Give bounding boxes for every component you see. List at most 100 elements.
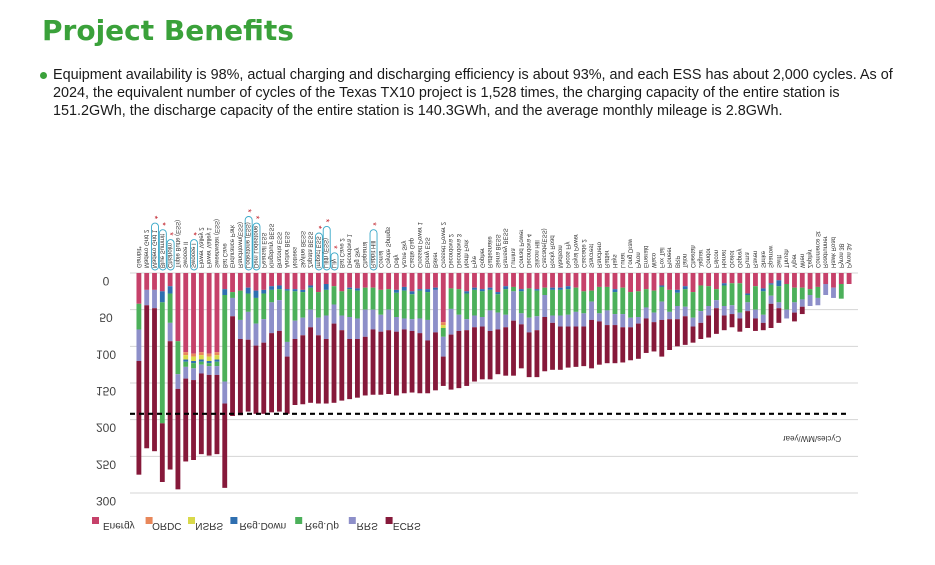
bar-segment-ecrs [456,330,462,389]
site-label-text: Anchor BESS [283,231,289,268]
bar-segment-energy [643,273,649,290]
site-label-text: Dem Lodestone [252,225,258,268]
bar-segment-regdown [612,289,618,293]
legend-label: ORDC [152,520,181,531]
bar-segment-energy [620,273,626,288]
bar-segment-ecrs [331,323,337,403]
bar-segment-rrs [799,299,805,307]
site-label: Zapata BESS [307,232,313,268]
bar-segment-rrs [323,315,329,339]
bar-segment-ecrs [612,325,618,364]
site-label-text: Sweetwater (ESS) [213,219,219,268]
site-label-text: Rattler [603,250,609,268]
bar-segment-regup [526,288,532,318]
site-label-text: Hawk Road [829,237,835,268]
bar-segment-energy [440,273,446,323]
bar-segment-regdown [409,291,415,295]
legend-item: Reg.Up [305,520,339,531]
bar-segment-regup [425,292,431,320]
bar-segment-rrs [729,305,735,315]
legend-label: Reg.Down [239,520,286,531]
site-label-text: Ebony ESS [424,237,430,268]
bar-segment-energy [557,273,563,288]
site-label-text: Ranchero [595,241,601,268]
bar-segment-regup [417,290,423,319]
bar-segment-ecrs [511,320,516,376]
bar-segment-regdown [518,289,524,292]
bar-segment-energy [198,273,204,353]
bar-segment-ecrs [534,330,540,378]
bar-segment-energy [276,273,282,286]
bar-segment-ecrs [729,314,735,328]
bar-segment-rrs [370,309,376,330]
bar-segment-rrs [479,317,485,327]
bar-segment-ecrs [768,303,774,328]
bar-segment-regup [706,286,712,306]
site-label-text: Rabbit Hill [369,241,375,268]
bar-segment-rrs [245,311,251,340]
bar-segment-regup [464,293,470,320]
site-label: Azure Sky [400,241,406,268]
site-label: Anchor BESS [283,231,289,268]
bar-segment-energy [651,273,657,291]
bar-segment-energy [253,273,259,291]
bar-segment-regup [745,295,751,303]
site-label: Swift [775,255,781,268]
bar-segment-regup [448,288,454,309]
bar-segment-ordc [440,322,446,326]
bar-segment-regdown [464,291,470,294]
bar-segment-energy [815,273,821,287]
site-label: Decordova 4 [525,233,531,268]
bar-segment-regdown [159,291,165,303]
bar-segment-ecrs [596,321,602,365]
bar-segment-regdown [503,286,509,290]
bar-segment-ecrs [253,345,259,414]
bar-segment-rrs [401,318,407,330]
bar-segment-regdown [284,289,290,291]
site-label: Kingsbury BESS [268,224,274,268]
bar-segment-energy [331,273,337,287]
site-label-text: Viper [790,254,796,268]
bar-segment-ecrs [526,332,532,378]
bar-segment-rrs [362,309,368,337]
bar-segment-energy [799,273,805,288]
legend-item: Energy [103,520,135,531]
bar-segment-energy [565,273,571,287]
bar-segment-regup [276,289,282,301]
highlight-star-icon: * [321,218,331,222]
bar-segment-ecrs [425,340,431,394]
bar-segment-energy [206,273,212,354]
y-axis-ticks: 0 50 100 150 200 250 300 [96,274,116,508]
highlight-star-icon: * [243,209,253,213]
site-label-text: Wren [798,254,804,268]
site-label: Emerald [642,246,648,268]
bar-segment-energy [136,273,142,304]
site-label: Rocky Road [549,235,555,268]
bar-segment-energy [846,273,852,284]
site-label-text: Comal [377,251,383,268]
site-label: Conrad Power [517,230,523,268]
bar-segment-energy [690,273,696,293]
highlight-star-icon: * [368,222,378,226]
bar-segment-ecrs [542,317,548,372]
bar-segment-rrs [175,374,181,389]
bar-segment-rrs [206,366,212,375]
bar-segment-energy [526,273,532,289]
bar-segment-energy [386,273,392,290]
bar-segment-regdown [425,289,431,293]
bar-segment-energy [222,273,228,290]
bar-segment-regup [729,283,735,306]
legend-swatch [92,517,99,524]
y-tick-text: 200 [96,421,116,435]
bar-segment-ecrs [378,331,384,395]
bar-segment-ecrs [394,331,399,396]
bar-segment-ecrs [635,323,641,359]
bar-segment-regup [799,287,805,300]
y-tick-text: 100 [96,347,116,361]
bar-segment-regdown [269,286,274,290]
bar-segment-regdown [167,286,173,294]
bar-segment-energy [315,273,321,293]
bar-segment-regup [456,289,462,315]
bar-segment-energy [394,273,399,290]
